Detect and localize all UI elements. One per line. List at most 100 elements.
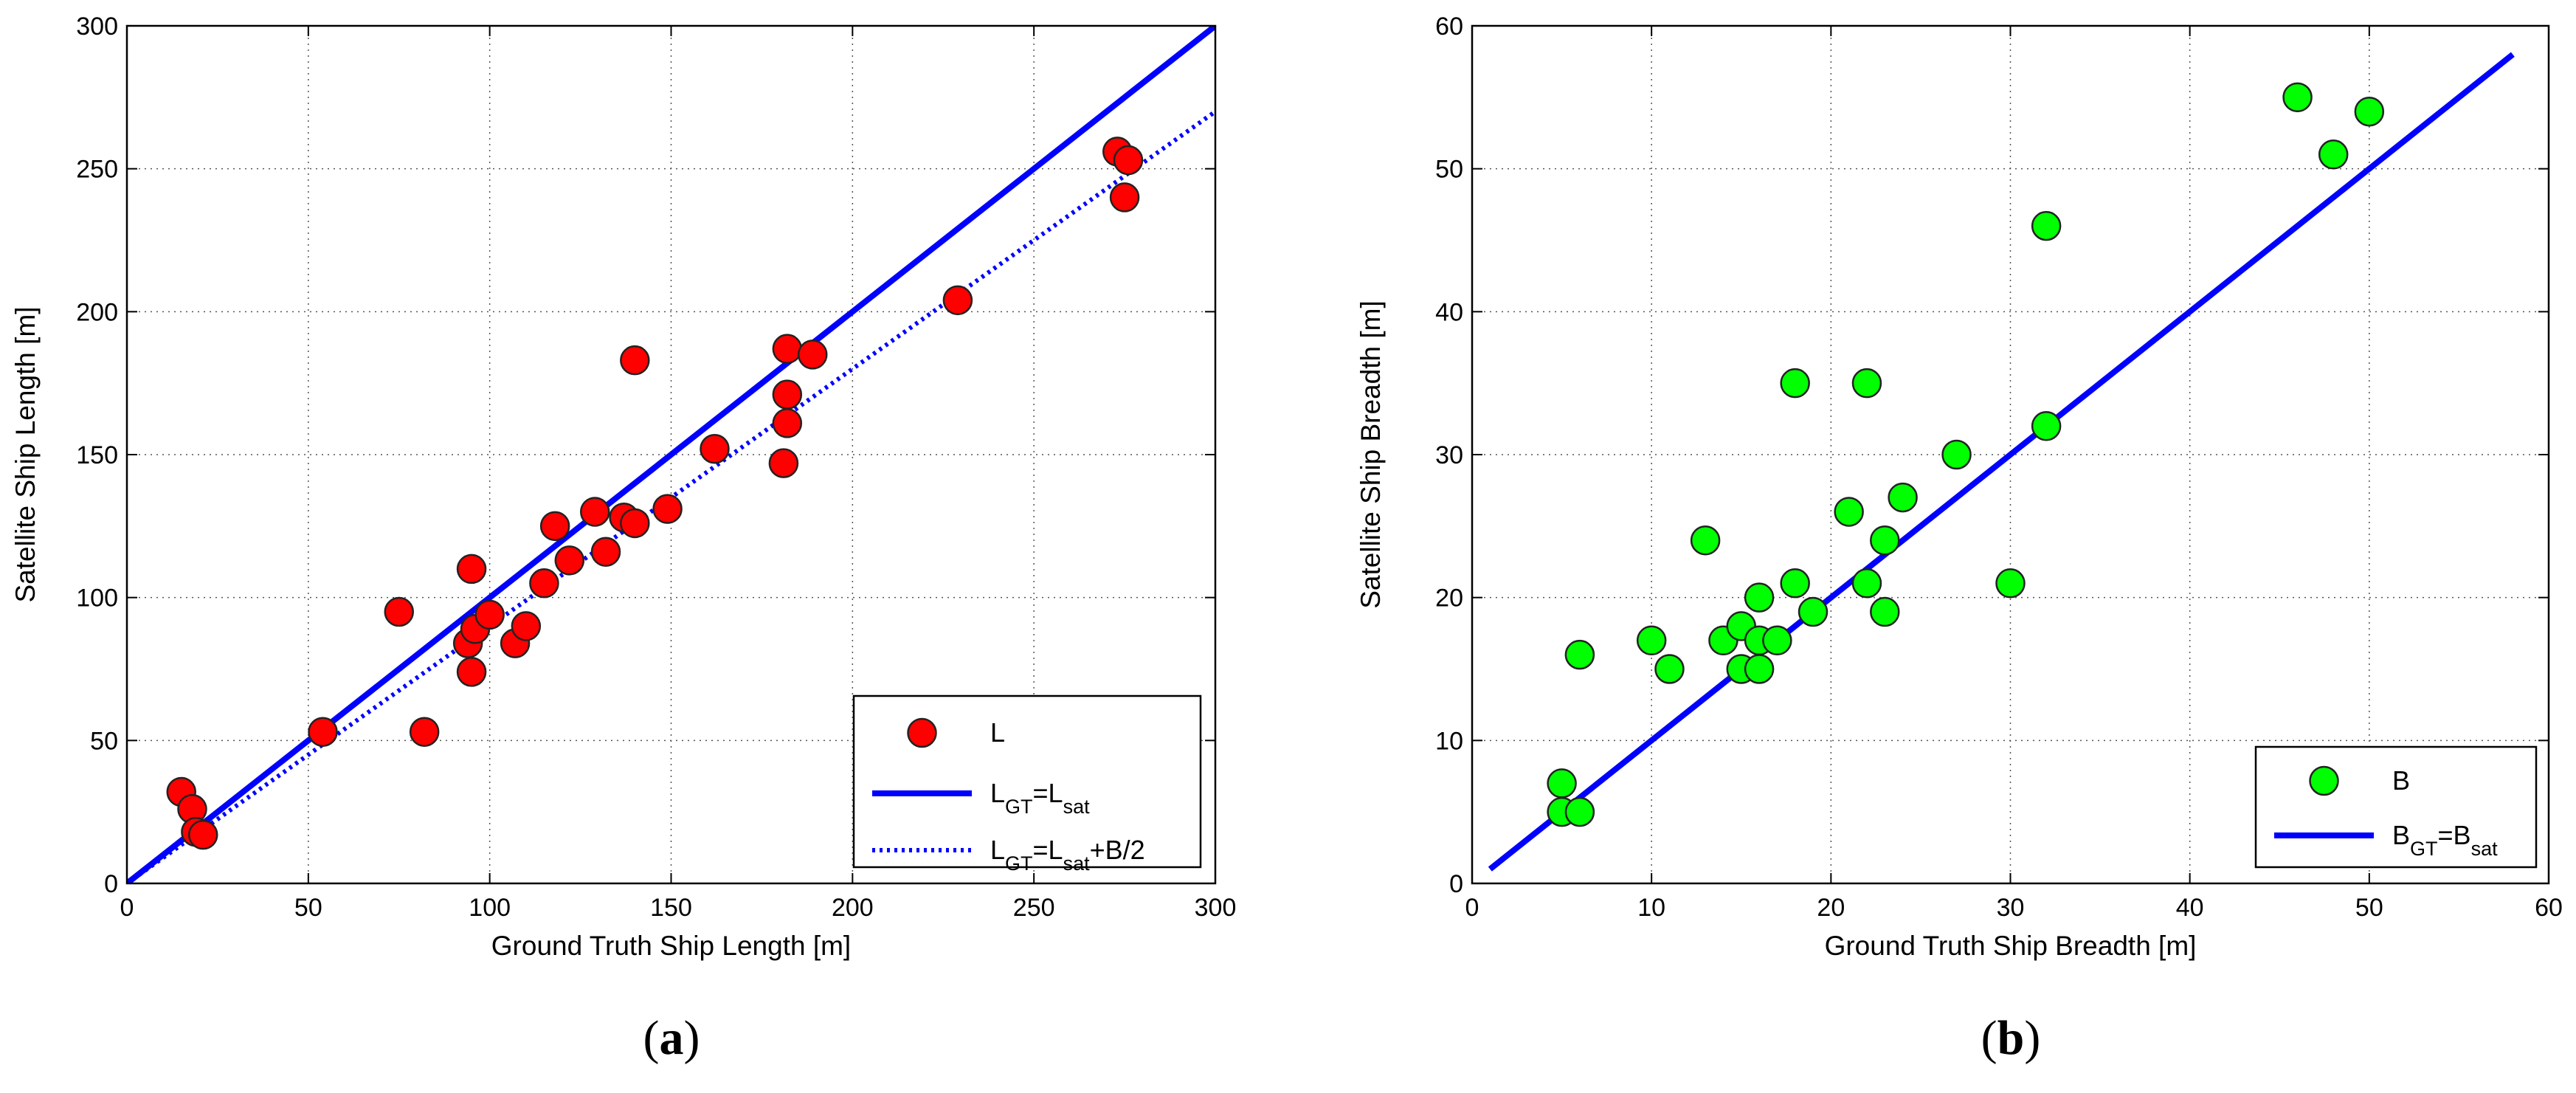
data-point (942, 285, 973, 316)
y-tick-label: 50 (90, 727, 118, 755)
legend-label-part: +B/2 (1090, 835, 1145, 865)
data-point (1995, 568, 2026, 599)
data-point (1636, 625, 1667, 656)
data-point (1690, 525, 1721, 556)
legend-label-part: L (990, 835, 1005, 865)
data-point (384, 596, 414, 627)
data-point (2031, 210, 2062, 241)
y-tick-label: 200 (76, 298, 118, 326)
data-point (772, 379, 803, 410)
x-tick-label: 40 (2176, 894, 2204, 922)
x-tick-label: 10 (1637, 894, 1665, 922)
legend-label: B (2392, 765, 2410, 796)
x-tick-label: 50 (294, 894, 322, 922)
legend-label-part: B (2392, 820, 2410, 850)
x-tick-label: 100 (469, 894, 511, 922)
panel-label-letter: a (660, 1011, 684, 1065)
axes-frame (1471, 24, 2550, 885)
legend-label-part: =L (1033, 835, 1063, 865)
legend-label: BGT=Bsat (2392, 820, 2498, 860)
x-tick-label: 50 (2355, 894, 2383, 922)
x-tick-label: 200 (832, 894, 874, 922)
x-tick-label: 30 (1997, 894, 2025, 922)
y-tick-label: 60 (1435, 13, 1463, 41)
plot-data (127, 26, 1215, 883)
legend-label-subscript: sat (2471, 838, 2499, 860)
data-point (1547, 768, 1577, 799)
data-point (652, 494, 683, 524)
legend-label-part: =B (2438, 820, 2471, 850)
data-point (620, 345, 650, 376)
y-tick-label: 40 (1435, 298, 1463, 326)
data-point (308, 717, 338, 747)
data-point (768, 448, 799, 478)
y-axis-label: Satellite Ship Breadth [m] (1356, 300, 1386, 609)
data-point (511, 611, 542, 641)
data-point (1744, 582, 1775, 613)
y-tick-label: 0 (1449, 870, 1463, 898)
data-point (2318, 139, 2349, 170)
x-tick-label: 150 (650, 894, 692, 922)
legend-box (852, 694, 1202, 869)
legend-label-subscript: sat (1063, 852, 1091, 875)
data-point (1564, 639, 1595, 670)
x-tick-label: 20 (1817, 894, 1845, 922)
data-point (474, 599, 505, 630)
y-tick-label: 0 (104, 870, 118, 898)
data-point (2031, 411, 2062, 441)
data-point (772, 334, 803, 364)
data-point (798, 339, 828, 370)
panel-label-open-paren: ( (1981, 1011, 1997, 1065)
data-point (1780, 568, 1810, 599)
data-point (2354, 96, 2385, 127)
data-point (2282, 82, 2313, 113)
panel-label-close-paren: ) (2024, 1011, 2040, 1065)
legend-label: L (990, 717, 1005, 748)
legend-marker (2309, 765, 2339, 796)
plot-data (1488, 52, 2515, 872)
y-tick-label: 300 (76, 13, 118, 41)
data-point (188, 819, 218, 850)
data-point (529, 568, 559, 599)
panel-label: (a) (643, 1011, 700, 1065)
y-tick-label: 100 (76, 585, 118, 613)
y-tick-label: 10 (1435, 727, 1463, 755)
data-point (539, 511, 570, 542)
data-point (1941, 439, 1972, 470)
legend-box (2254, 745, 2538, 869)
x-tick-label: 250 (1013, 894, 1055, 922)
data-point (1780, 368, 1810, 399)
data-point (580, 497, 610, 527)
data-point (554, 545, 585, 576)
data-point (620, 508, 650, 539)
legend-label-part: =L (1033, 778, 1063, 808)
x-axis-label: Ground Truth Ship Breadth [m] (1825, 931, 2197, 961)
data-point (1113, 145, 1144, 176)
y-tick-label: 250 (76, 156, 118, 184)
data-point (456, 554, 487, 585)
y-tick-label: 150 (76, 441, 118, 469)
x-tick-label: 60 (2535, 894, 2563, 922)
panel-label-letter: b (1997, 1011, 2025, 1065)
data-point (590, 537, 621, 567)
series-line-dotted (127, 109, 1215, 883)
data-point (1109, 182, 1140, 213)
data-point (772, 408, 803, 438)
panel-label: (b) (1981, 1011, 2041, 1065)
data-point (1870, 525, 1900, 556)
data-point (1744, 654, 1775, 684)
x-tick-label: 300 (1195, 894, 1237, 922)
chart-panel-a: 0 50 100 150 200 250 300 0 50 100 150 200 250 300 Grou… (10, 13, 1236, 1065)
legend-label: LGT=Lsat+B/2 (990, 835, 1145, 875)
legend-label-subscript: GT (1005, 796, 1033, 818)
legend-label-part: L (990, 778, 1005, 808)
data-point (1834, 497, 1864, 527)
y-axis-label: Satellite Ship Length [m] (10, 306, 41, 602)
legend-label-subscript: sat (1063, 796, 1091, 818)
data-point (1851, 368, 1882, 399)
data-point (1654, 654, 1685, 684)
x-tick-label: 0 (1465, 894, 1479, 922)
data-point (1798, 596, 1829, 627)
